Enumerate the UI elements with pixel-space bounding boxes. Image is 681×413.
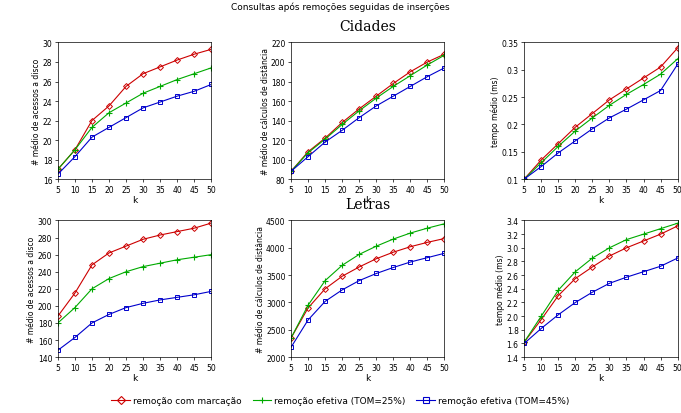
Y-axis label: # médio de cálculos de distância: # médio de cálculos de distância [261, 48, 270, 175]
X-axis label: k: k [132, 373, 137, 382]
X-axis label: k: k [365, 373, 370, 382]
X-axis label: k: k [599, 373, 603, 382]
Text: Cidades: Cidades [339, 20, 396, 34]
Text: Consultas após remoções seguidas de inserções: Consultas após remoções seguidas de inse… [231, 2, 450, 12]
Y-axis label: tempo médio (ms): tempo médio (ms) [496, 254, 505, 324]
X-axis label: k: k [599, 196, 603, 204]
Y-axis label: # médio de acessos a disco: # médio de acessos a disco [32, 59, 41, 164]
Text: Letras: Letras [345, 197, 390, 211]
X-axis label: k: k [365, 196, 370, 204]
Y-axis label: tempo médio (ms): tempo médio (ms) [491, 76, 501, 147]
Y-axis label: # médio de acessos a disco: # médio de acessos a disco [27, 236, 36, 342]
Legend: remoção com marcação, remoção efetiva (TOM=25%), remoção efetiva (TOM=45%): remoção com marcação, remoção efetiva (T… [108, 392, 573, 408]
Y-axis label: # médio de cálculos de distância: # médio de cálculos de distância [255, 226, 265, 352]
X-axis label: k: k [132, 196, 137, 204]
